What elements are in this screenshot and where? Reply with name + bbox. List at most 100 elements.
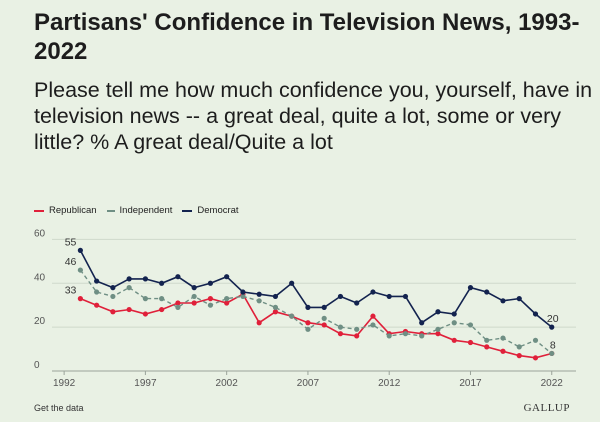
legend-item-democrat: Democrat: [182, 205, 239, 216]
data-point-independent: [207, 302, 214, 308]
data-point-democrat: [484, 289, 490, 295]
data-point-independent: [467, 322, 474, 328]
data-point-republican: [500, 348, 506, 354]
data-label-republican: 8: [550, 339, 556, 351]
data-point-independent: [142, 296, 148, 302]
data-point-independent: [484, 337, 490, 343]
y-tick-label: 40: [34, 272, 46, 283]
data-point-independent: [240, 293, 246, 300]
data-point-democrat: [354, 300, 360, 306]
legend-label-republican: Republican: [49, 205, 97, 216]
data-label-democrat: 55: [65, 236, 77, 248]
data-point-democrat: [94, 278, 100, 284]
series-line-democrat: [79, 250, 553, 328]
data-point-independent: [110, 293, 116, 300]
data-point-democrat: [240, 289, 246, 295]
data-point-republican: [354, 333, 360, 339]
data-point-republican: [532, 355, 539, 361]
data-point-republican: [191, 300, 197, 306]
data-point-democrat: [142, 276, 148, 282]
data-point-democrat: [224, 274, 230, 280]
data-point-independent: [402, 331, 409, 337]
data-point-independent: [77, 267, 83, 273]
data-point-independent: [337, 324, 344, 330]
x-tick-label: 2012: [378, 378, 401, 389]
legend-label-independent: Independent: [119, 205, 173, 216]
x-tick-label: 1992: [53, 378, 76, 389]
legend-item-republican: Republican: [34, 205, 97, 216]
data-point-democrat: [207, 280, 214, 286]
data-point-independent: [175, 304, 181, 310]
data-point-independent: [224, 296, 230, 302]
get-data-link[interactable]: Get the data: [34, 403, 84, 413]
data-point-democrat: [256, 291, 262, 297]
series-line-republican: [80, 293, 552, 359]
data-point-independent: [532, 337, 539, 343]
series-line-independent: [79, 269, 553, 355]
data-point-republican: [94, 302, 100, 308]
data-point-democrat: [337, 293, 344, 300]
legend-swatch-republican: [34, 209, 44, 212]
data-point-democrat: [77, 247, 83, 253]
data-point-democrat: [110, 285, 116, 291]
data-point-democrat: [402, 293, 409, 300]
data-point-democrat: [321, 304, 327, 310]
data-point-republican: [467, 339, 474, 346]
data-point-republican: [142, 311, 148, 317]
data-point-independent: [256, 298, 262, 304]
legend-item-independent: Independent: [106, 205, 173, 216]
data-point-democrat: [191, 285, 197, 291]
data-point-independent: [451, 320, 457, 326]
data-point-democrat: [175, 274, 181, 280]
data-label-independent: 46: [65, 256, 77, 268]
x-tick-label: 2017: [459, 378, 482, 389]
data-point-republican: [207, 296, 214, 302]
data-point-republican: [321, 322, 327, 328]
data-point-democrat: [289, 280, 295, 286]
data-point-democrat: [467, 285, 474, 291]
data-point-republican: [337, 331, 344, 337]
data-point-independent: [191, 293, 197, 300]
data-point-republican: [256, 320, 262, 326]
y-tick-label: 60: [34, 228, 46, 239]
data-point-democrat: [549, 324, 555, 330]
legend-swatch-independent: [106, 209, 115, 212]
data-point-independent: [272, 304, 279, 310]
data-point-independent: [94, 289, 100, 295]
data-point-democrat: [532, 311, 539, 317]
data-point-republican: [110, 309, 116, 315]
data-point-republican: [305, 320, 311, 326]
data-point-democrat: [370, 289, 376, 295]
y-tick-label: 0: [34, 360, 40, 371]
data-point-republican: [370, 313, 376, 319]
data-point-democrat: [272, 293, 279, 300]
data-point-independent: [126, 285, 132, 291]
data-point-republican: [159, 306, 165, 313]
data-label-democrat: 20: [547, 313, 559, 325]
data-point-democrat: [500, 298, 506, 304]
data-point-democrat: [126, 276, 132, 282]
x-tick-label: 1997: [134, 378, 157, 389]
data-point-democrat: [451, 311, 457, 317]
data-point-democrat: [159, 280, 165, 286]
chart-subtitle: Please tell me how much confidence you, …: [34, 78, 593, 154]
data-point-democrat: [305, 304, 311, 310]
data-point-democrat: [516, 296, 522, 302]
data-point-independent: [321, 315, 327, 321]
data-point-republican: [484, 344, 490, 350]
legend-swatch-democrat: [182, 209, 193, 212]
data-point-democrat: [386, 293, 392, 300]
data-point-independent: [500, 335, 506, 341]
data-point-republican: [451, 337, 457, 343]
data-point-democrat: [419, 320, 425, 326]
data-point-republican: [272, 309, 279, 315]
data-point-democrat: [435, 309, 441, 315]
data-point-independent: [305, 326, 311, 332]
data-point-independent: [354, 326, 360, 332]
data-label-republican: 33: [65, 285, 77, 297]
chart-title: Partisans' Confidence in Television News…: [34, 9, 580, 65]
data-point-independent: [516, 344, 522, 350]
data-point-independent: [370, 322, 376, 328]
gallup-logo: GALLUP: [523, 402, 570, 414]
data-point-independent: [435, 326, 441, 332]
